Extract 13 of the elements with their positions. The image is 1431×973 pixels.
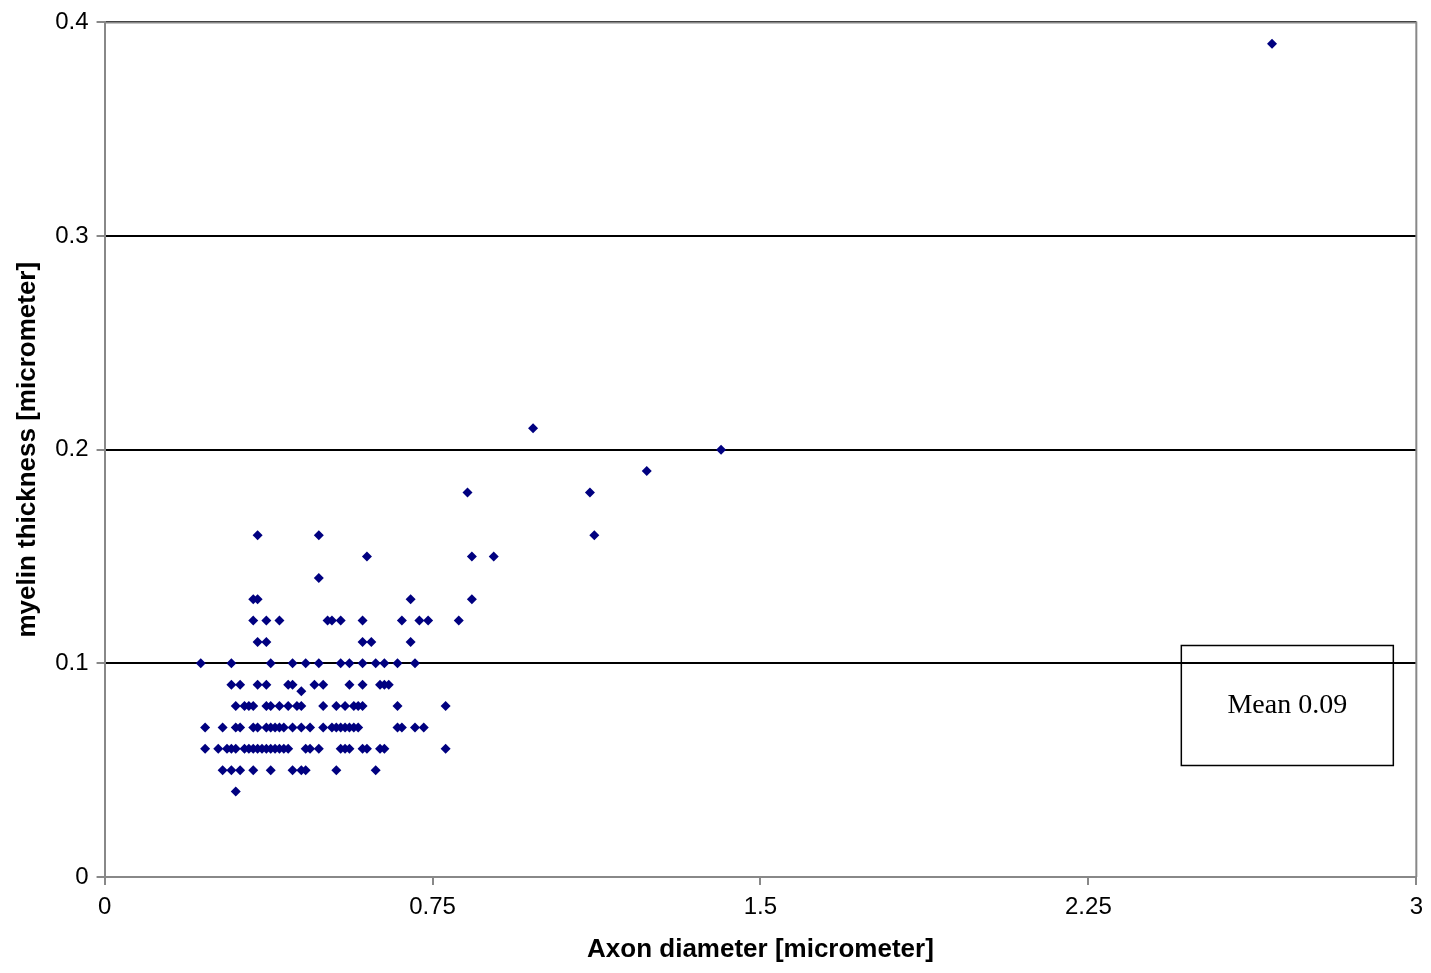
annotation: Mean 0.09	[1227, 687, 1348, 719]
y-axis-title: myelin thickness [micrometer]	[10, 261, 41, 638]
x-tick-label: 2.25	[1065, 892, 1112, 920]
y-tick-label: 0.2	[55, 434, 89, 462]
x-tick-label: 1.5	[743, 892, 778, 920]
y-tick-label: 0	[75, 861, 89, 889]
x-tick-label: 0	[97, 892, 112, 920]
x-tick-label: 3	[1409, 892, 1424, 920]
x-axis-title: Axon diameter [micrometer]	[587, 932, 934, 963]
y-tick-label: 0.3	[55, 220, 89, 248]
y-tick-label: 0.4	[55, 7, 89, 35]
y-tick-label: 0.1	[55, 647, 89, 675]
x-tick-label: 0.75	[409, 892, 456, 920]
